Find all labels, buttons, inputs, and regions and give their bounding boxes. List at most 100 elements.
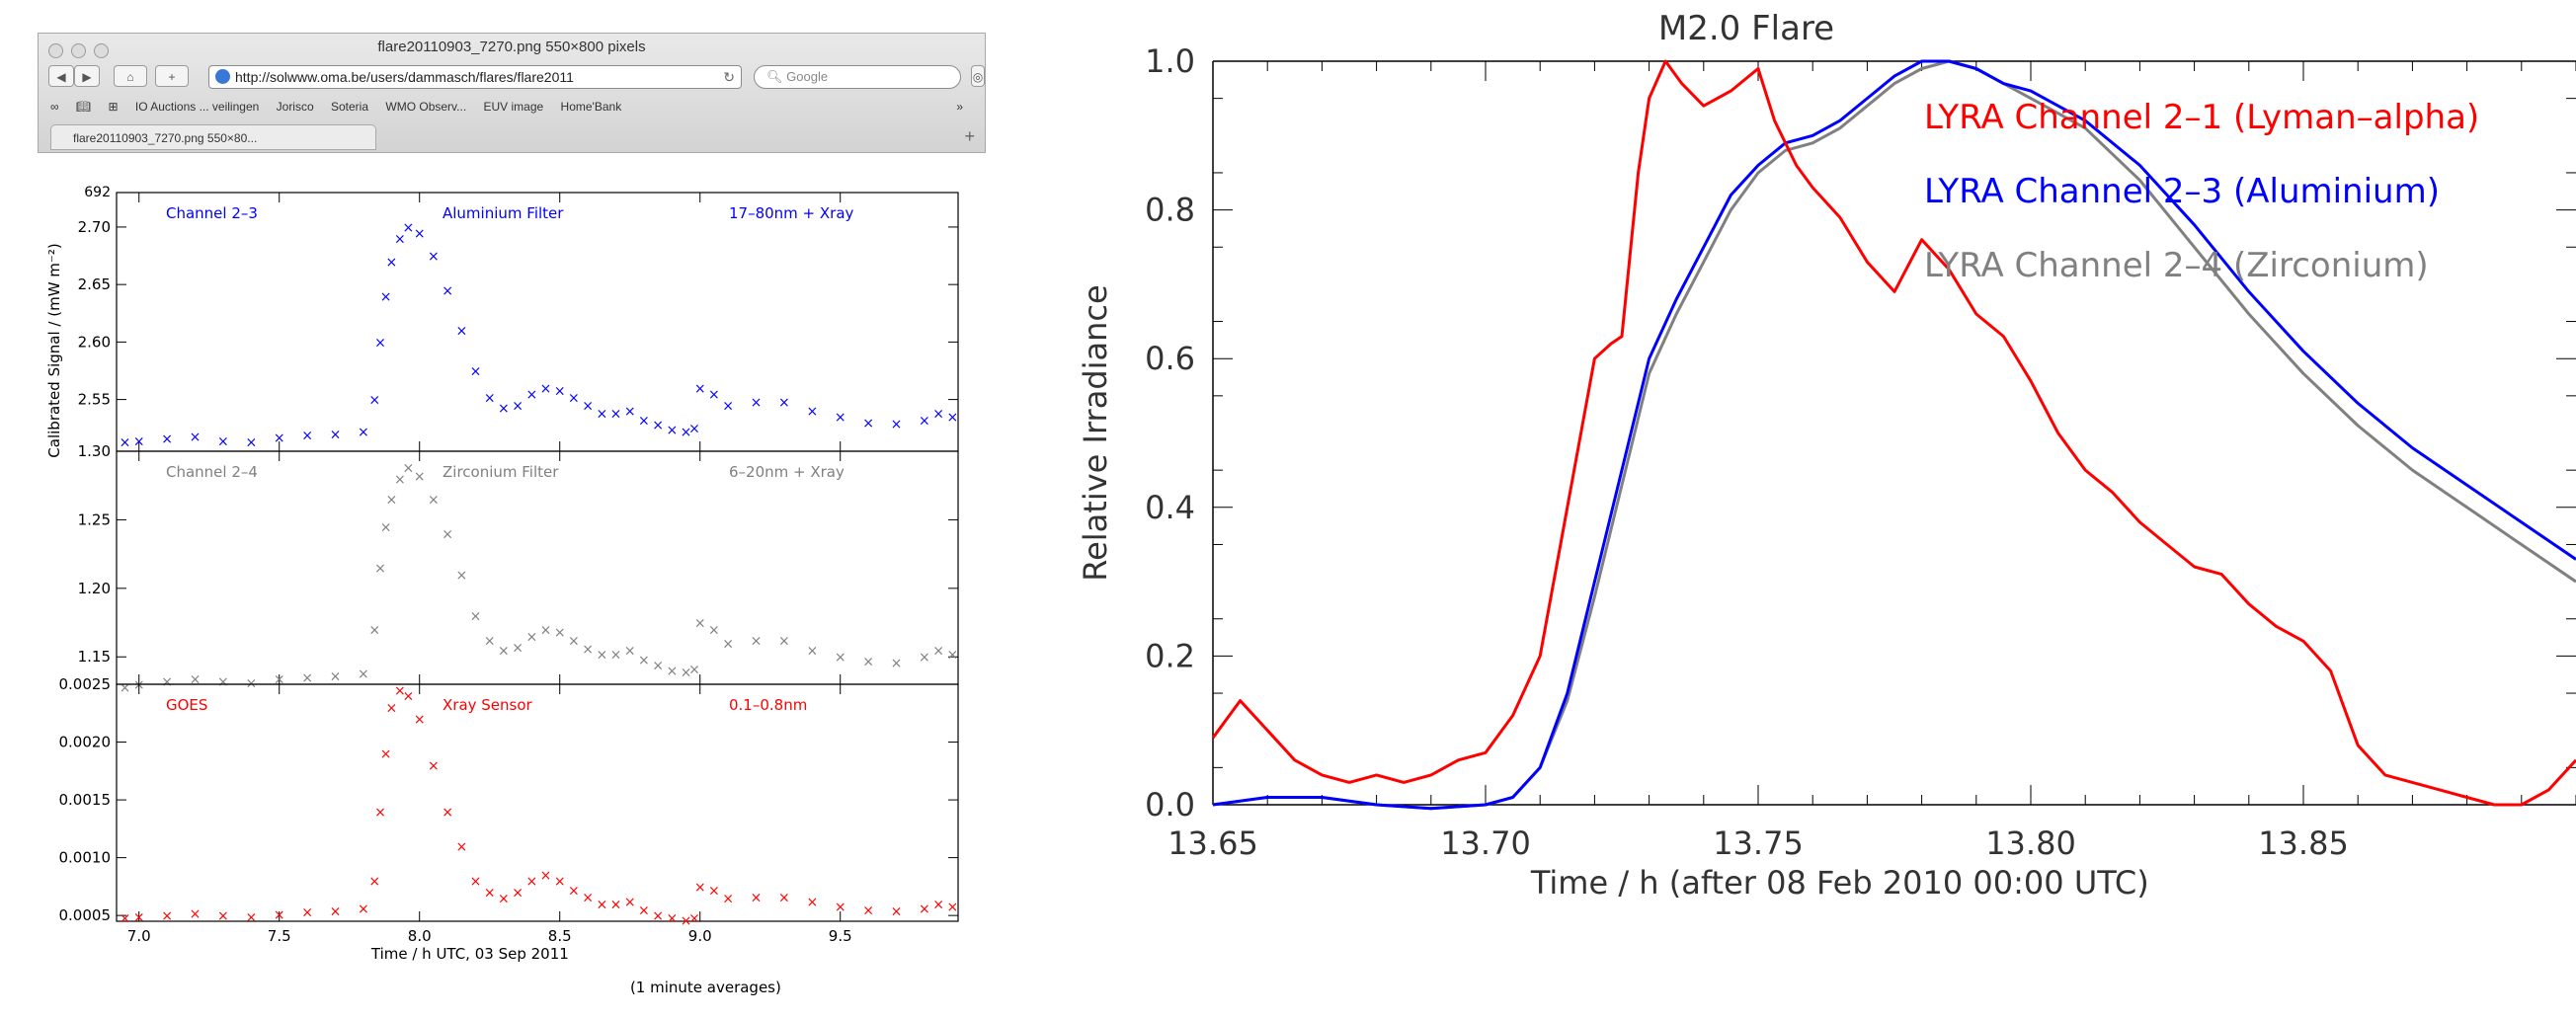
bookmark-item[interactable]: EUV image <box>483 100 544 114</box>
address-bar[interactable]: http://solwww.oma.be/users/dammasch/flar… <box>208 65 742 89</box>
data-point: × <box>582 398 594 414</box>
data-point: × <box>694 381 706 397</box>
y-tick-label: 0.8 <box>1145 192 1195 229</box>
panel-label: Channel 2–3 <box>166 204 258 222</box>
footnote: (1 minute averages) <box>630 979 781 996</box>
data-point: × <box>380 519 392 535</box>
y-tick-label: 2.60 <box>78 333 111 351</box>
data-point: × <box>652 659 664 674</box>
back-button[interactable]: ◀ <box>48 65 74 87</box>
data-point: × <box>694 616 706 632</box>
data-point: × <box>708 622 720 638</box>
series-line <box>1211 59 2576 807</box>
data-point: × <box>301 670 313 686</box>
data-point: × <box>638 902 650 918</box>
x-tick-label: 13.85 <box>2258 824 2349 862</box>
data-point: × <box>862 416 874 432</box>
data-point: × <box>414 469 426 485</box>
tab-label: flare20110903_7270.png 550×80... <box>73 131 258 145</box>
data-point: × <box>610 897 622 912</box>
bookmark-item[interactable]: Home'Bank <box>560 100 622 114</box>
search-input[interactable]: 🔍︎ Google <box>754 65 961 89</box>
data-point: × <box>932 643 944 659</box>
y-tick-label: 2.70 <box>78 218 111 236</box>
data-point: × <box>688 910 700 926</box>
y-axis-label: Calibrated Signal / (mW m⁻²) <box>45 243 63 457</box>
data-point: × <box>722 892 734 907</box>
data-point: × <box>806 895 818 910</box>
data-point: × <box>946 900 958 915</box>
reading-list-icon[interactable]: ∞ <box>50 100 59 114</box>
legend-entry: LYRA Channel 2–3 (Aluminium) <box>1924 172 2440 211</box>
data-point: × <box>540 622 552 638</box>
data-point: × <box>596 407 607 423</box>
data-point: × <box>806 643 818 659</box>
data-point: × <box>498 401 510 417</box>
chart-title: M2.0 Flare <box>1658 9 1834 48</box>
data-point: × <box>862 902 874 918</box>
forward-button[interactable]: ▶ <box>74 65 100 87</box>
data-point: × <box>582 890 594 905</box>
minimize-window-button[interactable] <box>71 43 86 58</box>
data-point: × <box>274 431 285 446</box>
x-tick-label: 7.5 <box>268 927 291 945</box>
data-point: × <box>891 417 903 432</box>
data-point: × <box>708 387 720 403</box>
bookmarks-book-icon[interactable]: 📖︎ <box>75 100 92 114</box>
tab-active[interactable]: flare20110903_7270.png 550×80... <box>50 124 376 150</box>
data-point: × <box>274 907 285 923</box>
bookmarks-overflow-icon[interactable]: » <box>956 100 963 114</box>
data-point: × <box>919 414 930 430</box>
y-axis-label: Relative Irradiance <box>1077 284 1114 581</box>
data-point: × <box>666 910 678 926</box>
bookmark-item[interactable]: IO Auctions ... veilingen <box>134 100 260 114</box>
extension-button[interactable]: ◎ <box>971 65 985 87</box>
data-point: × <box>217 674 229 690</box>
data-point: × <box>374 805 386 821</box>
y-tick-label: 1.20 <box>78 580 111 597</box>
data-point: × <box>498 643 510 659</box>
y-tick-label: 0.2 <box>1145 637 1195 674</box>
data-point: × <box>394 232 406 248</box>
data-point: × <box>330 903 342 919</box>
data-point: × <box>358 425 369 440</box>
data-point: × <box>624 895 636 910</box>
y-tick-label: 1.15 <box>78 648 111 666</box>
add-bookmark-button[interactable]: + <box>155 65 189 87</box>
panel-label: Xray Sensor <box>443 696 533 714</box>
bookmark-item[interactable]: Jorisco <box>276 100 314 114</box>
data-point: × <box>722 398 734 414</box>
data-point: × <box>455 568 467 584</box>
data-point: × <box>891 656 903 671</box>
zoom-window-button[interactable] <box>94 43 109 58</box>
data-point: × <box>512 641 523 657</box>
data-point: × <box>385 700 397 716</box>
top-sites-grid-icon[interactable]: ⊞ <box>108 100 119 114</box>
close-window-button[interactable] <box>48 43 63 58</box>
search-placeholder: Google <box>786 69 829 84</box>
url-text: http://solwww.oma.be/users/dammasch/flar… <box>235 69 574 85</box>
home-button[interactable]: ⌂ <box>114 65 147 87</box>
data-point: × <box>330 428 342 443</box>
data-point: × <box>610 407 622 423</box>
data-point: × <box>540 381 552 397</box>
data-point: × <box>380 746 392 762</box>
bookmark-item[interactable]: WMO Observ... <box>385 100 467 114</box>
data-point: × <box>512 886 523 902</box>
data-point: × <box>778 634 790 650</box>
window-title-text: flare20110903_7270.png 550×800 pixels <box>377 39 646 55</box>
data-point: × <box>525 387 537 403</box>
data-point: × <box>394 472 406 488</box>
data-point: × <box>688 663 700 678</box>
goes-lyra-stacked-chart: Calibrated Signal / (mW m⁻²) 692 2.55 2.60 2… <box>45 185 959 996</box>
data-point: × <box>455 839 467 855</box>
x-tick-label: 9.5 <box>829 927 852 945</box>
data-point: × <box>946 410 958 426</box>
reload-icon[interactable]: ↻ <box>723 69 735 85</box>
data-point: × <box>274 671 285 687</box>
y-tick-label: 2.65 <box>78 275 111 293</box>
new-tab-button[interactable]: + <box>964 126 975 146</box>
data-point: × <box>582 642 594 658</box>
data-point: × <box>161 908 173 924</box>
bookmark-item[interactable]: Soteria <box>331 100 369 114</box>
